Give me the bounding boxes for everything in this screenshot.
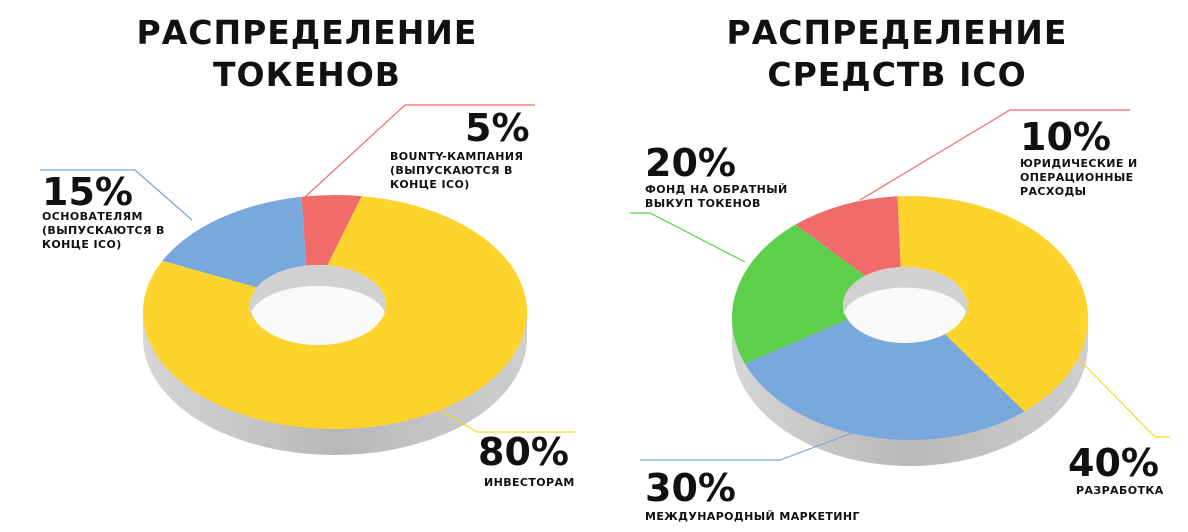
category-label: МЕЖДУНАРОДНЫЙ МАРКЕТИНГ	[645, 510, 860, 523]
slice	[732, 224, 866, 364]
value-label: 30%	[645, 466, 736, 510]
value-label: 10%	[1020, 115, 1111, 159]
hole-wall	[250, 265, 386, 318]
value-label: 5%	[465, 106, 530, 150]
category-label: BOUNTY-КАМПАНИЯ (ВЫПУСКАЮТСЯ В КОНЦЕ ICO…	[390, 150, 524, 191]
category-label: ОСНОВАТЕЛЯМ (ВЫПУСКАЮТСЯ В КОНЦЕ ICO)	[42, 210, 165, 251]
slice	[897, 196, 1088, 412]
slice	[795, 196, 901, 276]
slice	[744, 319, 1025, 440]
slice	[162, 196, 307, 288]
value-label: 40%	[1068, 441, 1159, 485]
hole-wall	[843, 267, 967, 318]
leader-line	[859, 109, 1130, 201]
chart-title: РАСПРЕДЕЛЕНИЕ СРЕДСТВ ICO	[726, 13, 1068, 94]
category-label: ИНВЕСТОРАМ	[484, 476, 575, 489]
value-label: 15%	[42, 170, 133, 214]
slice	[301, 195, 362, 266]
value-label: 20%	[645, 141, 736, 185]
category-label: ФОНД НА ОБРАТНЫЙ ВЫКУП ТОКЕНОВ	[645, 183, 788, 210]
chart-title: РАСПРЕДЕЛЕНИЕ ТОКЕНОВ	[136, 13, 478, 94]
category-label: РАЗРАБОТКА	[1076, 484, 1164, 497]
leader-line	[630, 212, 746, 263]
leader-line	[1059, 339, 1170, 438]
value-label: 80%	[478, 430, 569, 474]
leader-line	[40, 169, 193, 221]
leader-line	[640, 429, 861, 461]
leader-line	[439, 409, 575, 433]
category-label: ЮРИДИЧЕСКИЕ И ОПЕРАЦИОННЫЕ РАСХОДЫ	[1020, 157, 1138, 198]
slice	[142, 196, 527, 429]
leader-line	[304, 104, 535, 198]
